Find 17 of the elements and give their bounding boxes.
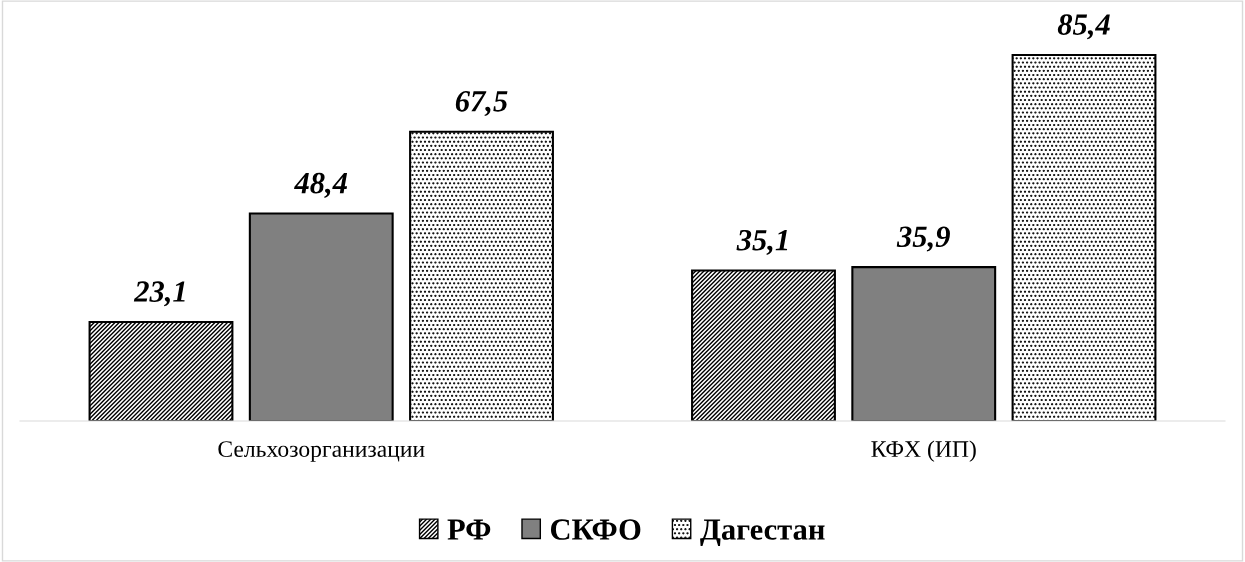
data-label: 23,1: [133, 281, 185, 307]
data-label: 67,5: [455, 91, 508, 117]
legend-label: Дагестан: [700, 519, 825, 547]
bar: [851, 266, 997, 421]
bar: [1011, 53, 1157, 421]
data-label: 85,4: [1057, 14, 1110, 40]
legend-label: СКФО: [550, 519, 641, 540]
data-label: 48,4: [294, 172, 348, 198]
data-label: 35,9: [896, 226, 950, 252]
bar: [248, 212, 394, 421]
data-label: 35,1: [736, 229, 788, 255]
x-tick-label: КФХ (ИП): [871, 440, 976, 462]
bar: [88, 320, 234, 421]
x-tick-label: Сельхозорганизации: [218, 441, 425, 462]
legend-label: РФ: [447, 519, 491, 540]
bar: [409, 130, 554, 421]
bar: [691, 269, 836, 421]
